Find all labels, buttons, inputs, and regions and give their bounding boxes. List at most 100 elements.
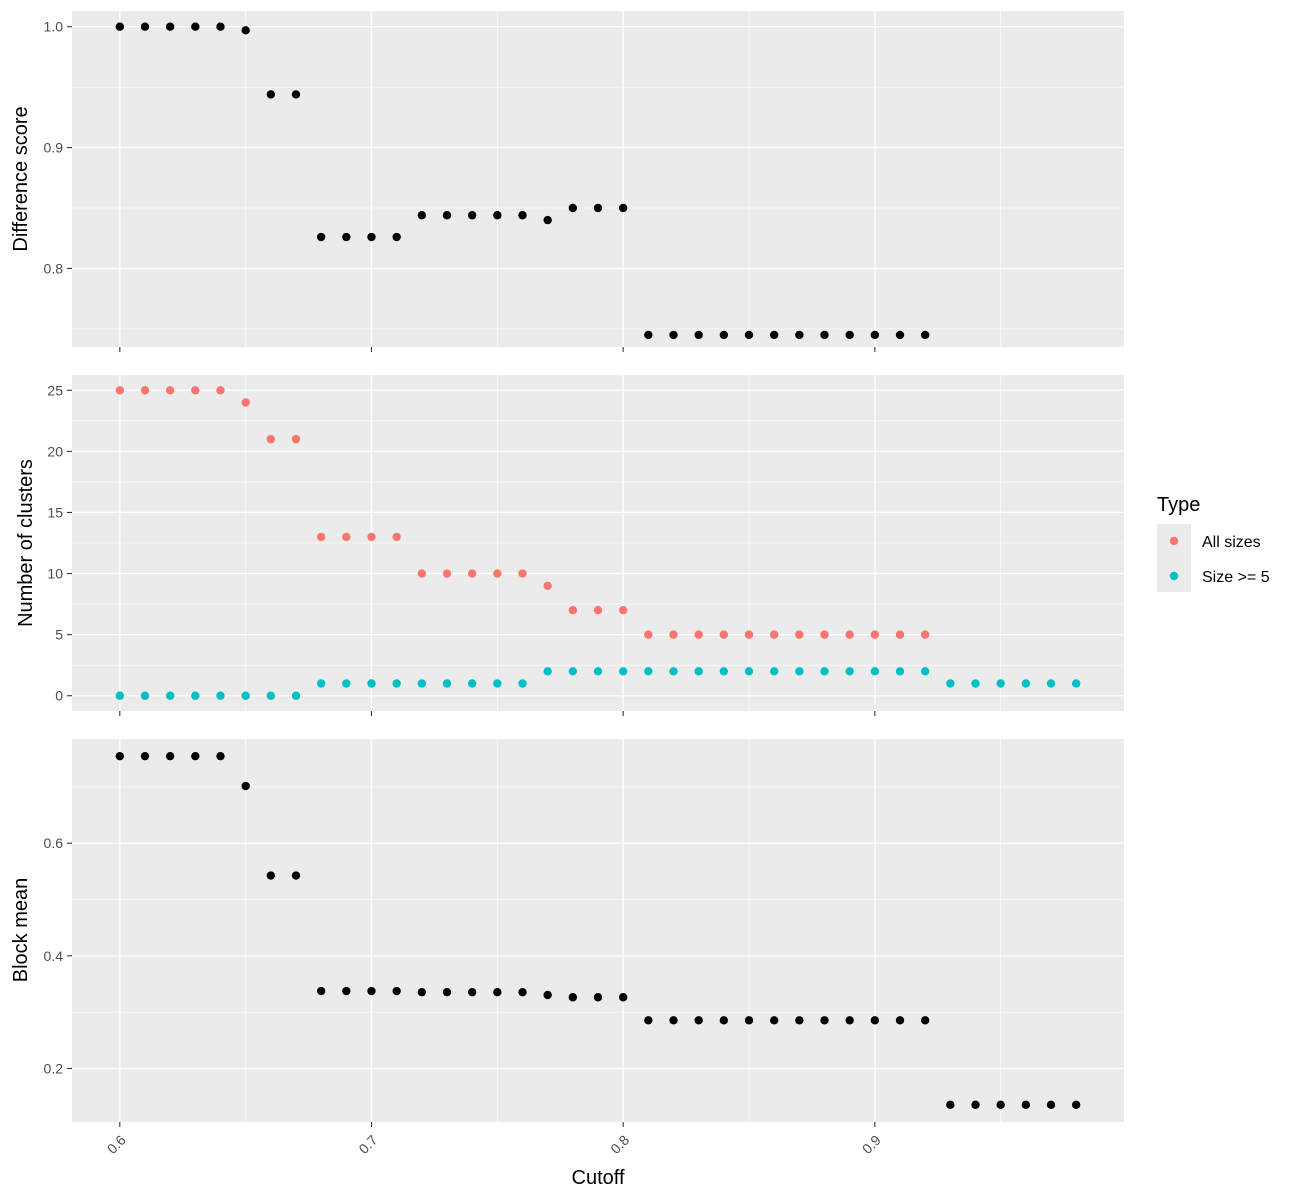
point-size-5	[165, 691, 175, 700]
data-point	[895, 330, 905, 340]
y-tick-label: 0	[55, 688, 63, 704]
point-size-5	[895, 667, 905, 676]
point-all-sizes	[342, 532, 351, 542]
y-axis-title-number-of-clusters: Number of clusters	[15, 459, 37, 627]
data-point	[216, 751, 225, 761]
point-all-sizes	[165, 386, 175, 395]
data-point	[669, 1016, 678, 1025]
point-size-5	[820, 667, 829, 676]
point-all-sizes	[518, 569, 527, 578]
point-size-5	[140, 691, 150, 700]
point-size-5	[870, 667, 880, 676]
point-size-5	[795, 667, 804, 676]
point-size-5	[241, 691, 250, 700]
point-size-5	[618, 667, 628, 676]
data-point	[769, 1016, 779, 1025]
panel-background	[72, 739, 1124, 1122]
data-point	[694, 1016, 703, 1025]
point-size-5	[417, 679, 427, 688]
y-tick-label: 25	[47, 382, 63, 398]
data-point	[996, 1100, 1005, 1110]
point-all-sizes	[367, 532, 376, 542]
data-point	[694, 330, 703, 340]
point-all-sizes	[744, 630, 754, 639]
data-point	[392, 986, 401, 996]
block-mean-panel: 0.2 0.4 0.6 0.6 0.7 0.8 0.9	[44, 739, 1124, 1157]
data-point	[1021, 1100, 1031, 1110]
data-point	[140, 22, 150, 31]
point-all-sizes	[493, 569, 502, 578]
data-point	[518, 211, 527, 220]
x-tick-label: 0.9	[859, 1132, 884, 1157]
data-point	[291, 871, 301, 880]
data-point	[367, 986, 376, 996]
point-all-sizes	[291, 434, 301, 444]
data-point	[769, 330, 779, 340]
y-tick-label: 10	[47, 566, 63, 582]
data-point	[518, 987, 527, 997]
data-point	[191, 22, 200, 31]
x-tick-label: 0.8	[607, 1132, 632, 1157]
point-all-sizes	[568, 606, 578, 615]
data-point	[442, 211, 452, 220]
data-point	[115, 751, 125, 761]
point-all-sizes	[467, 569, 477, 578]
point-size-5	[518, 679, 527, 688]
data-point	[342, 232, 351, 242]
point-size-5	[442, 679, 452, 688]
point-size-5	[191, 691, 200, 700]
data-point	[442, 987, 452, 997]
y-tick-label: 0.9	[44, 140, 64, 156]
data-point	[719, 330, 729, 340]
point-all-sizes	[392, 532, 401, 542]
y-tick-label: 15	[47, 504, 63, 520]
data-point	[417, 987, 427, 997]
data-point	[543, 215, 552, 225]
x-tick-label: 0.7	[355, 1132, 380, 1157]
point-all-sizes	[769, 630, 779, 639]
data-point	[493, 987, 502, 997]
data-point	[241, 781, 250, 791]
data-point	[216, 22, 225, 31]
point-size-5	[1021, 679, 1031, 688]
point-size-5	[216, 691, 225, 700]
y-axis-title-block-mean: Block mean	[10, 878, 32, 983]
point-size-5	[920, 667, 930, 676]
point-size-5	[769, 667, 779, 676]
data-point	[417, 211, 427, 220]
legend: Type All sizes Size >= 5	[1157, 494, 1270, 592]
legend-label-size-5: Size >= 5	[1202, 569, 1270, 586]
point-size-5	[392, 679, 401, 688]
x-tick-label: 0.6	[104, 1132, 129, 1157]
data-point	[467, 211, 477, 220]
data-point	[1071, 1100, 1081, 1110]
data-point	[467, 987, 477, 997]
data-point	[316, 232, 326, 242]
point-all-sizes	[694, 630, 703, 639]
point-all-sizes	[644, 630, 653, 639]
data-point	[744, 330, 754, 340]
data-point	[895, 1016, 905, 1025]
data-point	[367, 232, 376, 242]
point-all-sizes	[795, 630, 804, 639]
point-all-sizes	[870, 630, 880, 639]
point-size-5	[266, 691, 276, 700]
data-point	[946, 1100, 955, 1110]
data-point	[241, 26, 250, 35]
data-point	[568, 993, 578, 1002]
data-point	[920, 330, 930, 340]
point-size-5	[669, 667, 678, 676]
point-size-5	[367, 679, 376, 688]
data-point	[795, 1016, 804, 1025]
point-all-sizes	[920, 630, 930, 639]
data-point	[316, 986, 326, 996]
y-tick-label: 0.8	[44, 260, 64, 276]
point-size-5	[543, 667, 552, 676]
point-all-sizes	[669, 630, 678, 639]
point-all-sizes	[719, 630, 729, 639]
data-point	[191, 751, 200, 761]
legend-key-all-sizes	[1169, 536, 1179, 546]
data-point	[618, 203, 628, 213]
data-point	[115, 22, 125, 31]
